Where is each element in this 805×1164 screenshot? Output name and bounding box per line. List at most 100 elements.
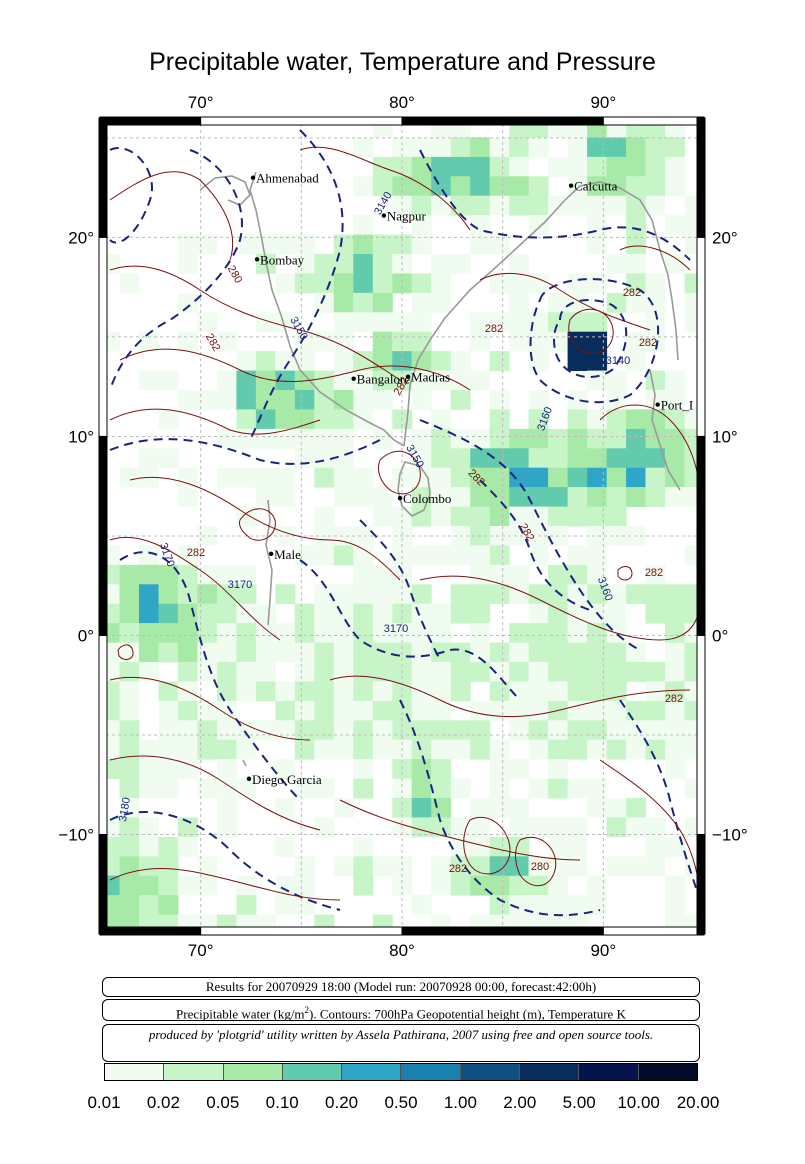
water-cell	[450, 681, 471, 702]
water-cell	[450, 720, 471, 741]
water-cell	[216, 681, 237, 702]
water-cell	[665, 642, 685, 663]
water-cell	[489, 700, 510, 721]
water-cell	[509, 467, 530, 488]
water-cell	[431, 875, 452, 896]
water-cell	[470, 875, 491, 896]
water-cell	[450, 875, 471, 896]
water-cell	[665, 700, 685, 721]
water-cell	[353, 526, 374, 546]
water-cell	[470, 487, 491, 507]
water-cell	[567, 895, 588, 915]
legend-color-swatch	[401, 1064, 461, 1080]
water-cell	[372, 331, 393, 352]
water-cell	[392, 467, 413, 488]
water-cell	[509, 292, 530, 313]
water-cell	[139, 739, 159, 760]
water-cell	[528, 895, 549, 915]
water-cell	[236, 623, 257, 643]
water-cell	[450, 778, 471, 799]
water-cell	[177, 467, 198, 488]
temperature-contours	[109, 146, 701, 911]
water-cell	[216, 467, 237, 488]
water-cell	[645, 195, 666, 216]
water-cell	[294, 351, 315, 371]
legend-color-swatch	[579, 1064, 639, 1080]
water-cell	[567, 545, 588, 566]
water-cell	[431, 506, 452, 527]
water-cell	[665, 875, 685, 896]
water-cell	[645, 836, 666, 857]
water-cell	[314, 817, 335, 838]
water-cell	[645, 856, 666, 877]
water-cell	[431, 623, 452, 643]
water-cell	[411, 584, 432, 605]
water-cell	[450, 370, 471, 391]
water-cell	[197, 234, 218, 255]
water-cell	[372, 623, 393, 643]
water-cell	[489, 584, 510, 605]
water-cell	[333, 623, 354, 643]
water-cell	[236, 584, 257, 605]
water-cell	[645, 700, 666, 721]
water-cell	[411, 390, 432, 410]
water-cell	[255, 312, 276, 333]
water-cell	[236, 681, 257, 702]
water-cell	[139, 895, 159, 915]
frame-bar-left	[98, 634, 108, 835]
water-cell	[333, 720, 354, 741]
water-cell	[548, 623, 569, 643]
water-cell	[626, 234, 647, 255]
water-cell	[548, 564, 569, 585]
lat-tick-label-left: 20°	[68, 228, 94, 247]
water-cell	[431, 292, 452, 313]
water-cell	[470, 137, 491, 158]
water-cell	[587, 506, 608, 527]
water-cell	[197, 642, 218, 663]
water-cell	[236, 603, 257, 624]
water-cell	[431, 448, 452, 469]
water-cell	[294, 623, 315, 643]
water-cell	[548, 156, 569, 177]
water-cell	[567, 681, 588, 702]
water-cell	[372, 564, 393, 585]
water-cell	[645, 739, 666, 760]
water-cell	[314, 642, 335, 663]
water-cell	[177, 720, 198, 741]
water-cell	[450, 584, 471, 605]
city-dot	[405, 374, 411, 379]
water-cell	[353, 564, 374, 585]
water-cell	[353, 584, 374, 605]
water-cell	[587, 351, 608, 371]
water-cell	[606, 584, 627, 605]
water-cell	[431, 856, 452, 877]
water-cell	[509, 564, 530, 585]
water-cell	[314, 254, 335, 274]
water-cell	[470, 545, 491, 566]
water-cell	[470, 836, 491, 857]
water-cell	[587, 662, 608, 682]
water-cell	[333, 390, 354, 410]
legend-value-label: 0.10	[265, 1093, 299, 1112]
frame-bar-right	[696, 833, 706, 935]
water-cell	[450, 545, 471, 566]
frame-bar-bottom	[602, 926, 705, 936]
water-cell	[509, 331, 530, 352]
contour-value-label: 3140	[606, 355, 630, 367]
water-cell	[450, 448, 471, 469]
water-cell	[314, 681, 335, 702]
water-cell	[645, 603, 666, 624]
legend-color-swatch	[342, 1064, 402, 1080]
water-cell	[216, 759, 237, 779]
water-cell	[489, 545, 510, 566]
water-cell	[626, 156, 647, 177]
water-cell	[216, 428, 237, 449]
water-cell	[411, 895, 432, 915]
water-cell	[548, 681, 569, 702]
water-cell	[470, 720, 491, 741]
water-cell	[372, 370, 393, 391]
water-cell	[119, 467, 140, 488]
water-cell	[606, 137, 627, 158]
water-cell	[606, 642, 627, 663]
